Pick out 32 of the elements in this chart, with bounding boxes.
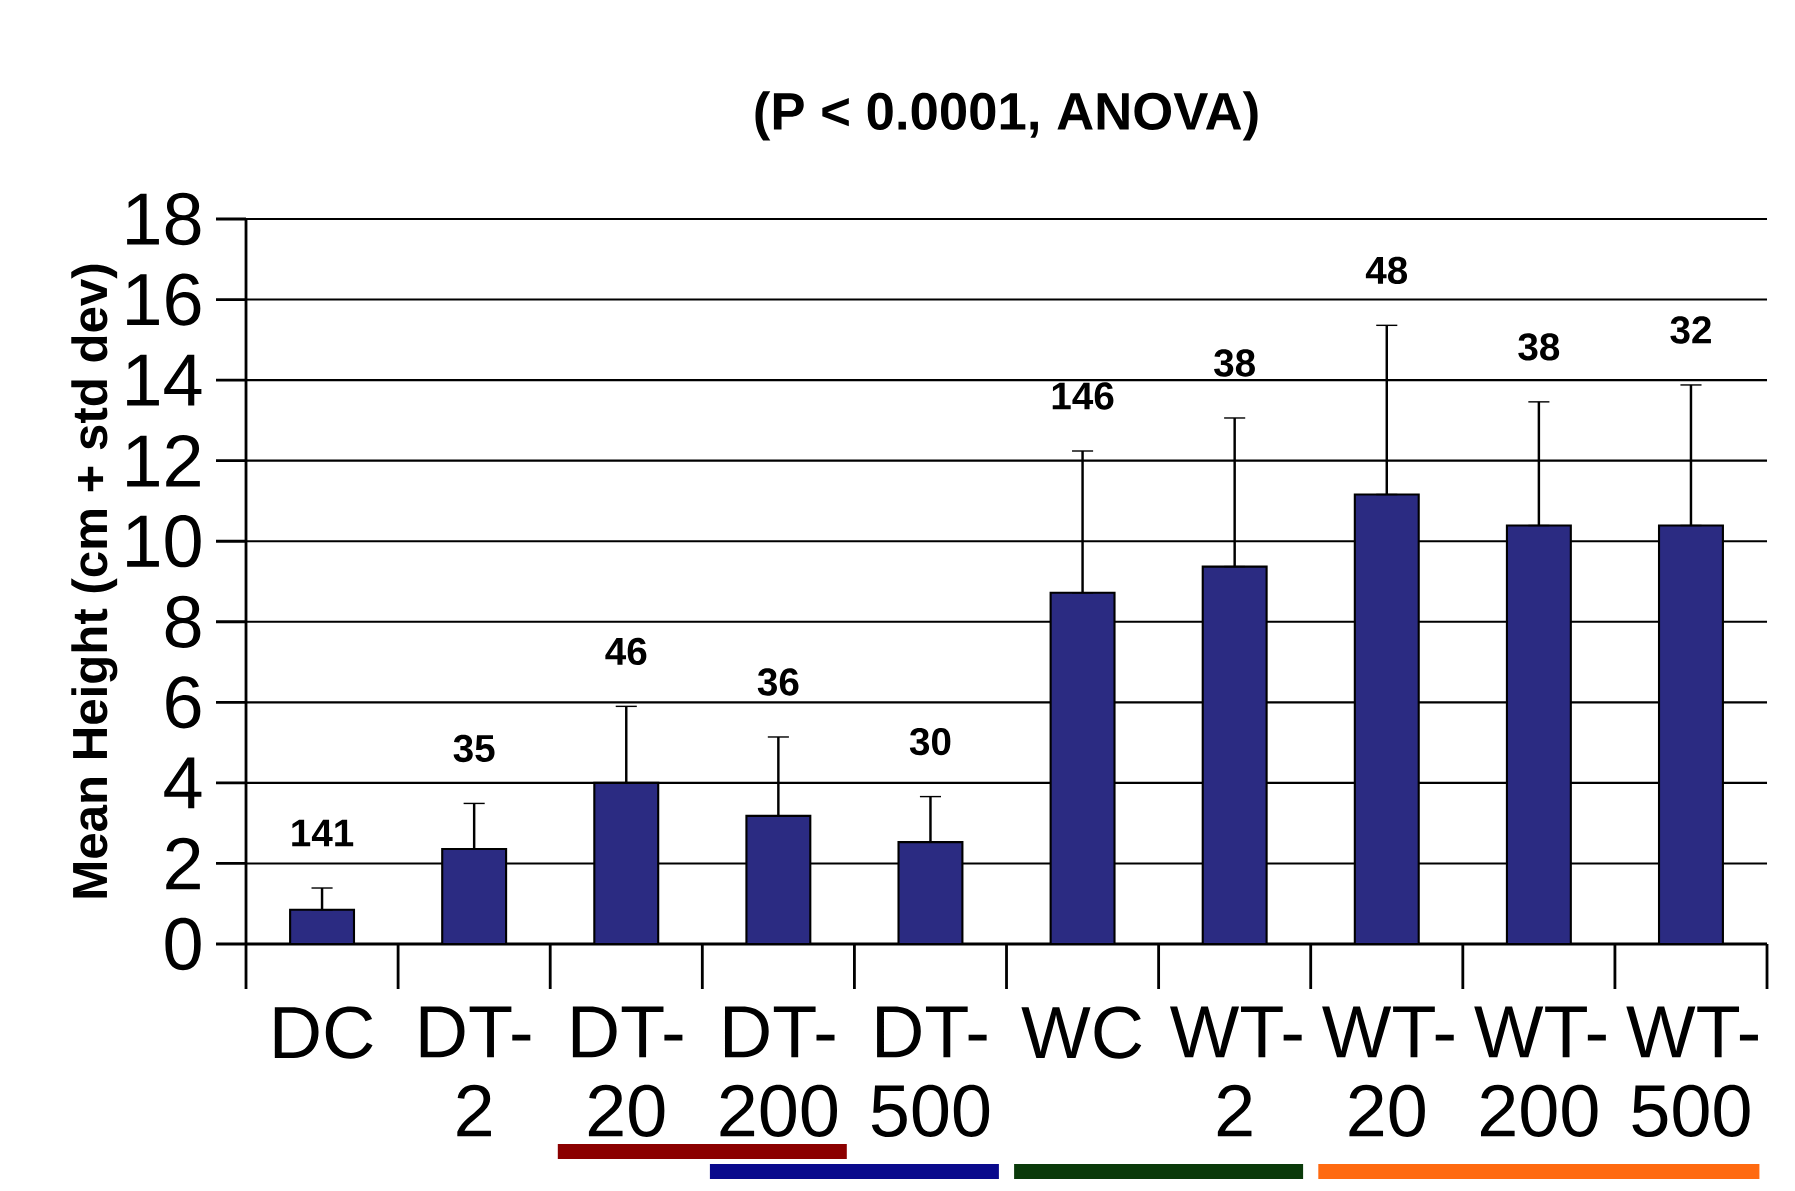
annotation: 46: [605, 637, 647, 666]
y-tick-label: 0: [165, 917, 201, 971]
annotation: 38: [1518, 333, 1560, 361]
x-tick-label: DT-20: [572, 1006, 683, 1137]
annotation: 48: [1365, 256, 1408, 285]
annotation: 141: [292, 819, 354, 847]
x-tick-label: DT-500: [871, 1006, 990, 1137]
x-tick-label: DT-2: [420, 1006, 531, 1137]
x-tick-label: WT-20: [1322, 1006, 1454, 1137]
y-tick-label: 12: [127, 434, 200, 487]
x-tick-label: DT-200: [720, 1006, 838, 1137]
y-axis-title: Mean Height (cm + std dev): [71, 264, 118, 898]
y-tick-label: 18: [127, 192, 201, 246]
annotation: 146: [1052, 382, 1114, 410]
y-tick-label: 2: [166, 837, 200, 890]
annotation: 32: [1670, 316, 1711, 344]
x-tick-label: DC: [274, 1006, 373, 1059]
annotation: 36: [757, 668, 799, 696]
chart-title: (P < 0.0001, ANOVA): [755, 91, 1258, 141]
y-tick-label: 4: [164, 757, 202, 809]
y-tick-label: 16: [127, 273, 201, 326]
x-tick-label: WT-2: [1170, 1006, 1302, 1137]
annotation: 35: [453, 734, 495, 763]
y-tick-label: 6: [166, 676, 201, 729]
annotation: 38: [1214, 349, 1255, 377]
annotation: 30: [909, 727, 951, 756]
y-tick-label: 14: [127, 354, 202, 406]
x-tick-label: WC: [1021, 1006, 1142, 1059]
y-tick-label: 8: [165, 595, 201, 648]
x-tick-label: WT-200: [1474, 1006, 1606, 1137]
x-tick-label: WT-500: [1626, 1006, 1758, 1137]
y-tick-label: 10: [127, 515, 201, 568]
